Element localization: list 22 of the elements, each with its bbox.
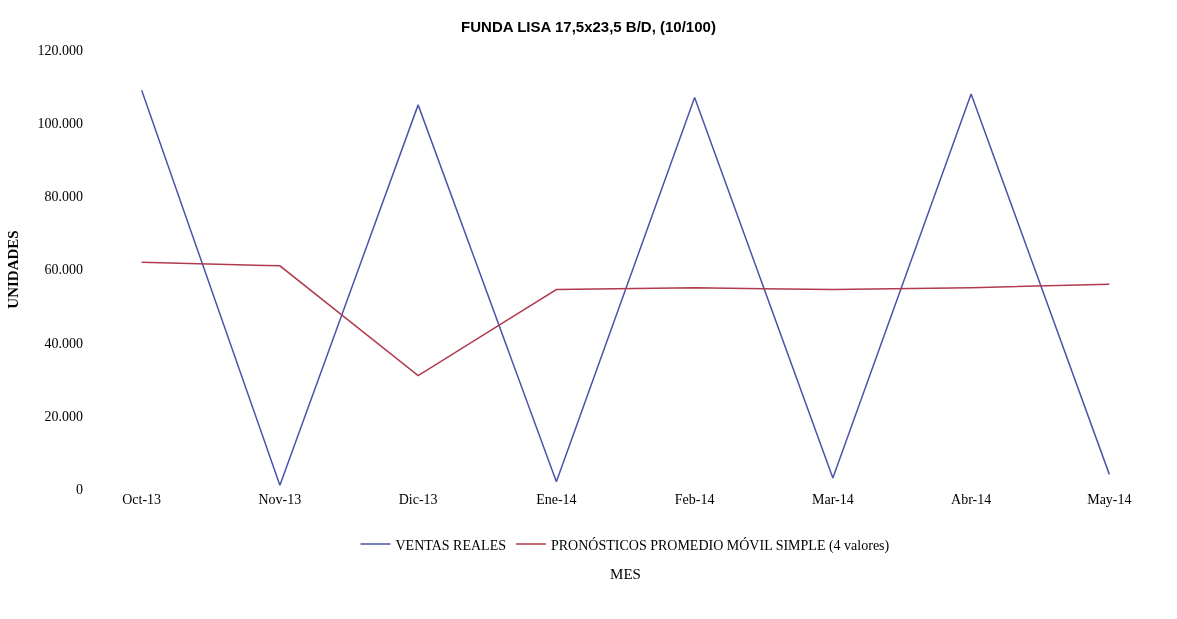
x-tick-label: May-14 [1087, 492, 1132, 507]
y-tick-label: 20.000 [44, 408, 83, 424]
x-tick-label: Mar-14 [812, 492, 854, 507]
y-tick-label: 80.000 [44, 189, 83, 205]
y-tick-label: 100.000 [37, 116, 83, 132]
y-axis-title: UNIDADES [4, 230, 21, 309]
y-tick-label: 40.000 [44, 335, 83, 351]
chart-title: FUNDA LISA 17,5x23,5 B/D, (10/100) [461, 18, 716, 36]
line-series [140, 261, 1111, 377]
x-tick-label: Dic-13 [398, 492, 438, 507]
x-tick-label: Oct-13 [122, 492, 162, 507]
y-tick-label: 60.000 [44, 262, 83, 278]
x-tick-label: Abr-14 [951, 492, 992, 507]
x-tick-label: Ene-14 [536, 492, 577, 507]
x-axis-title: MES [610, 566, 641, 582]
legend-label: PRONÓSTICOS PROMEDIO MÓVIL SIMPLE (4 valores) [551, 536, 890, 554]
x-tick-label: Feb-14 [674, 492, 715, 507]
x-tick-label: Nov-13 [258, 492, 302, 507]
y-tick-label: 120.000 [37, 42, 83, 58]
legend-label: VENTAS REALES [395, 537, 506, 553]
line-series [140, 89, 1111, 487]
y-tick-label: 0 [76, 481, 83, 497]
